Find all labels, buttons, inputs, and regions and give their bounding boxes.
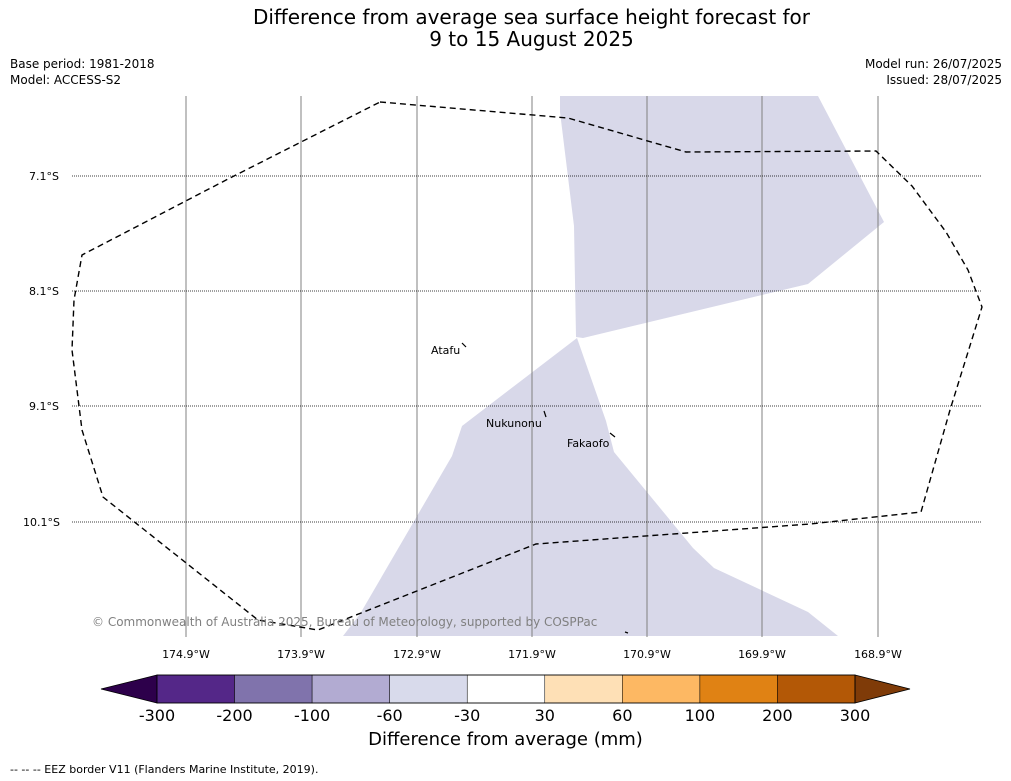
latitude-label: 7.1°S <box>29 170 59 183</box>
colorbar-tick-label: -300 <box>139 706 175 725</box>
model-text: Model: ACCESS-S2 <box>10 73 122 87</box>
nukunonu-island <box>543 410 547 418</box>
colorbar-label: Difference from average (mm) <box>368 729 643 750</box>
colorbar-extend-high <box>854 674 911 704</box>
latitude-label: 8.1°S <box>29 285 59 298</box>
longitude-label: 168.9°W <box>854 648 902 661</box>
issued-text: Issued: 28/07/2025 <box>886 73 1002 87</box>
metadata-right: Model run: 26/07/2025 Issued: 28/07/2025 <box>865 56 1002 88</box>
colorbar-tick-label: 300 <box>840 706 871 725</box>
latitude-gridlines <box>72 175 982 523</box>
anomaly-region-north <box>560 96 884 338</box>
longitude-label: 171.9°W <box>508 648 556 661</box>
colorbar-cells <box>100 674 911 704</box>
colorbar-cell <box>777 674 856 704</box>
colorbar-tick-label: 100 <box>685 706 716 725</box>
longitude-label: 174.9°W <box>162 648 210 661</box>
islands <box>461 342 629 634</box>
latitude-label: 9.1°S <box>29 400 59 413</box>
place-label-nukunonu: Nukunonu <box>486 417 542 430</box>
metadata-left: Base period: 1981-2018 Model: ACCESS-S2 <box>10 56 155 88</box>
place-label-fakaofo: Fakaofo <box>567 437 610 450</box>
colorbar-tick-label: -30 <box>454 706 480 725</box>
colorbar-tick-label: -100 <box>294 706 330 725</box>
model-run-text: Model run: 26/07/2025 <box>864 57 1002 71</box>
latitude-label: 10.1°S <box>23 516 60 529</box>
copyright-text: © Commonwealth of Australia 2025, Bureau… <box>92 615 597 629</box>
longitude-gridlines <box>185 96 879 637</box>
anomaly-region-south <box>343 338 838 636</box>
colorbar-ticks: -300 -200 -100 -60 -30 30 60 100 200 300 <box>139 706 870 725</box>
colorbar-tick-label: 60 <box>612 706 632 725</box>
colorbar-cell <box>466 674 546 704</box>
map-title-line-1: Difference from average sea surface heig… <box>252 5 811 29</box>
colorbar-tick-label: -200 <box>216 706 252 725</box>
place-label-atafu: Atafu <box>431 344 460 357</box>
colorbar-cell <box>622 674 701 704</box>
base-period-text: Base period: 1981-2018 <box>10 57 155 71</box>
colorbar-tick-label: 200 <box>762 706 793 725</box>
colorbar-outline <box>156 674 856 704</box>
colorbar-extend-low <box>100 674 158 704</box>
eez-border-footnote: -- -- -- EEZ border V11 (Flanders Marine… <box>10 763 319 776</box>
islet <box>624 631 629 634</box>
colorbar-cell <box>544 674 623 704</box>
colorbar-cell <box>389 674 468 704</box>
colorbar-tick-label: 30 <box>535 706 555 725</box>
fakaofo-island <box>609 432 616 438</box>
atafu-island <box>461 342 467 348</box>
longitude-label: 172.9°W <box>393 648 441 661</box>
colorbar-cell <box>311 674 390 704</box>
map-title: Difference from average sea surface heig… <box>0 6 1011 50</box>
longitude-label: 169.9°W <box>738 648 786 661</box>
colorbar-cell <box>699 674 778 704</box>
map-title-line-2: 9 to 15 August 2025 <box>429 27 634 51</box>
longitude-label: 173.9°W <box>277 648 325 661</box>
colorbar-cell <box>156 674 235 704</box>
colorbar-cell <box>234 674 313 704</box>
longitude-label: 170.9°W <box>623 648 671 661</box>
colorbar-tick-label: -60 <box>377 706 403 725</box>
